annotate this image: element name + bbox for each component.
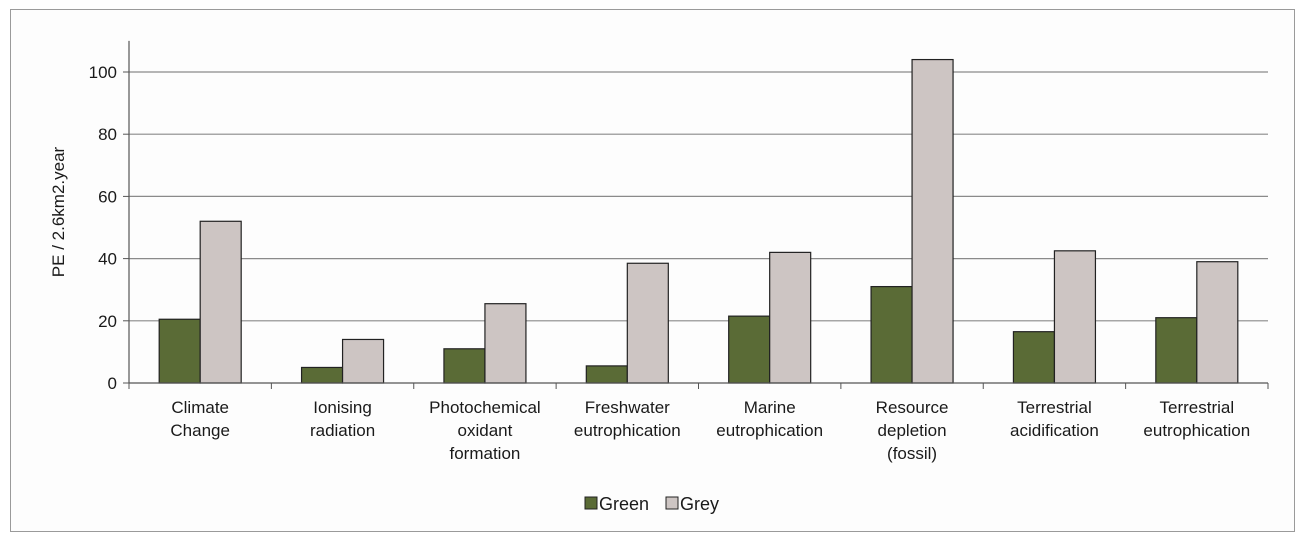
x-category-label-line: Climate	[171, 398, 229, 417]
y-axis-title: PE / 2.6km2.year	[49, 146, 68, 277]
x-category-label-line: Ionising	[313, 398, 372, 417]
legend-swatch-grey	[665, 496, 679, 510]
x-category-label-line: Freshwater	[585, 398, 670, 417]
x-category-label: Terrestrial eutrophication	[1143, 398, 1250, 440]
bar-grey	[199, 220, 242, 384]
bar-green	[300, 366, 344, 384]
x-category-label: Marine eutrophication	[716, 398, 823, 440]
x-category-label: Resource depletion (fossil)	[876, 398, 949, 463]
y-tick-label: 0	[108, 374, 117, 393]
bar-green	[1155, 317, 1198, 384]
x-category-label-line: Marine	[744, 398, 796, 417]
x-category-label-line: Resource	[876, 398, 949, 417]
x-category-label: Freshwater eutrophication	[574, 398, 681, 440]
x-category-label-line: depletion	[878, 421, 947, 440]
bar-green	[870, 285, 913, 384]
bars	[158, 58, 1239, 384]
x-category-label: Climate Change	[170, 398, 230, 440]
x-category-label-line: radiation	[310, 421, 375, 440]
bar-green	[443, 348, 486, 384]
x-category-label-line: eutrophication	[1143, 421, 1250, 440]
x-category-label: Terrestrial acidification	[1010, 398, 1099, 440]
x-category-labels: Climate Change Ionising radiation Photochemi…	[170, 398, 1250, 463]
legend-label-green: Green	[599, 494, 649, 514]
x-category-label-line: oxidant	[458, 421, 513, 440]
bar-grey	[626, 262, 669, 384]
bar-grey	[484, 303, 527, 384]
x-category-label: Ionising radiation	[310, 398, 375, 440]
x-category-label-line: acidification	[1010, 421, 1099, 440]
x-category-label-line: Terrestrial	[1017, 398, 1092, 417]
legend-swatch-green	[584, 496, 598, 510]
y-tick-labels: 0 20 40 60 80 100	[89, 63, 129, 393]
bar-green	[1012, 331, 1056, 384]
x-category-label-line: Change	[170, 421, 230, 440]
y-tick-label: 80	[98, 125, 117, 144]
x-category-label-line: formation	[450, 444, 521, 463]
x-category-label-line: eutrophication	[716, 421, 823, 440]
legend-label-grey: Grey	[680, 494, 719, 514]
bar-grey	[1196, 261, 1239, 384]
bar-grey	[769, 251, 812, 384]
bar-green	[585, 365, 628, 384]
bar-green	[158, 318, 201, 384]
gridlines	[129, 71, 1268, 322]
bar-grey	[341, 338, 385, 384]
x-category-label-line: Photochemical	[429, 398, 541, 417]
x-category-label-line: (fossil)	[887, 444, 937, 463]
y-tick-label: 100	[89, 63, 117, 82]
x-category-label: Photochemical oxidant formation	[429, 398, 541, 463]
x-category-label-line: eutrophication	[574, 421, 681, 440]
bar-grey	[911, 58, 954, 384]
bar-grey	[1053, 250, 1097, 384]
bar-green	[728, 315, 771, 384]
y-tick-label: 40	[98, 250, 117, 269]
y-tick-label: 20	[98, 312, 117, 331]
x-category-label-line: Terrestrial	[1160, 398, 1235, 417]
legend: Green Grey	[584, 494, 719, 514]
axes	[128, 40, 1269, 389]
y-tick-label: 60	[98, 187, 117, 206]
